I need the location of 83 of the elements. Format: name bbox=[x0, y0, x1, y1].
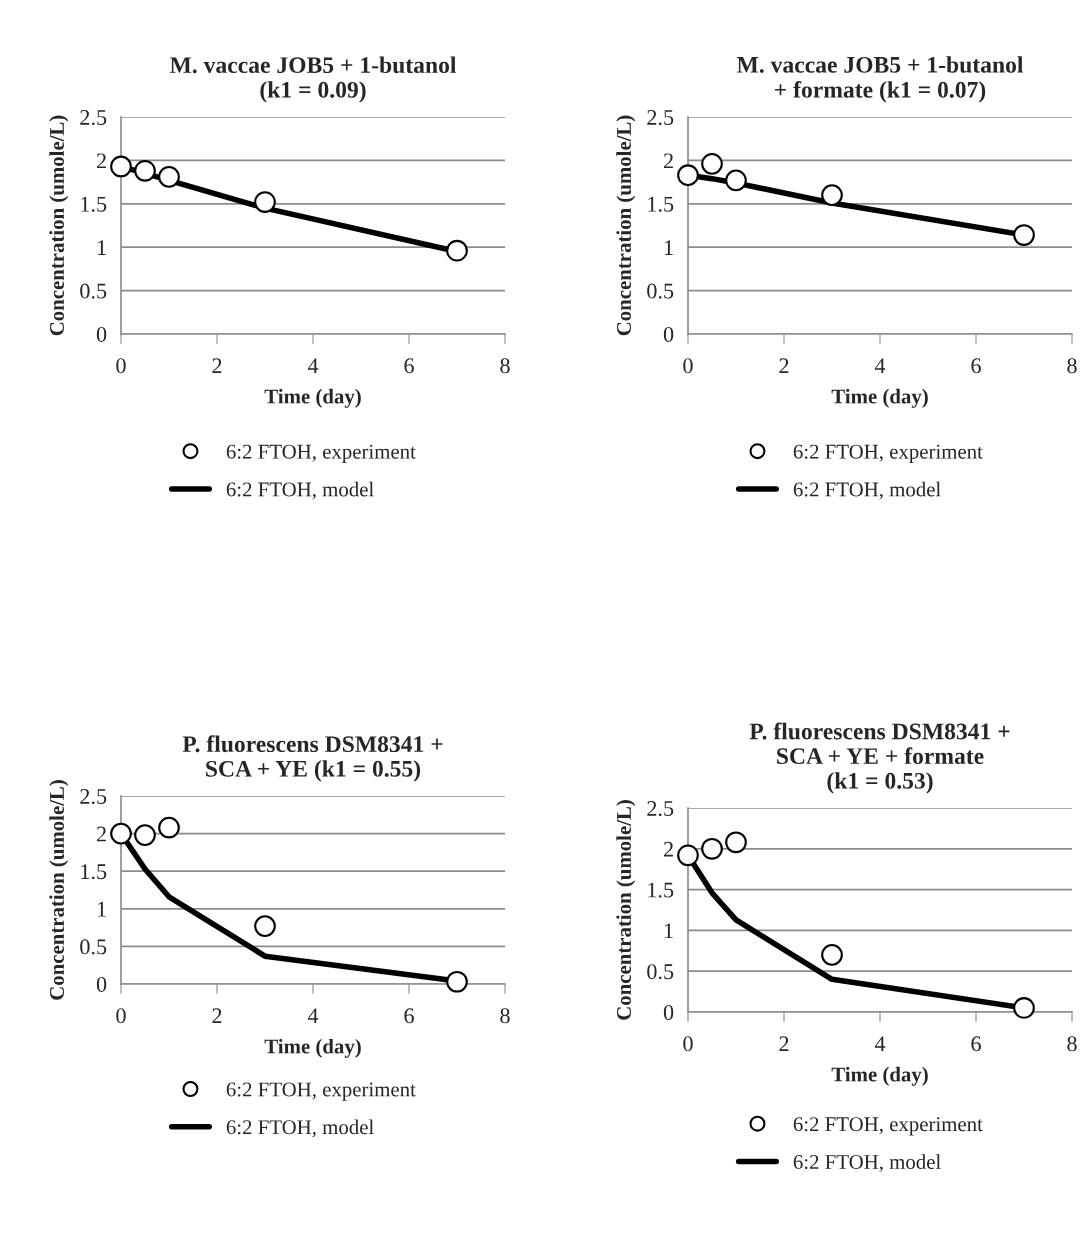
point bbox=[134, 159, 156, 182]
x-tick-label: 6 bbox=[404, 1008, 414, 1024]
point bbox=[1013, 224, 1035, 246]
y-tick-label: 1.5 bbox=[648, 882, 674, 898]
y-axis-title: Concentration (umole/L) bbox=[616, 800, 636, 1020]
y-tick-label: 0.5 bbox=[647, 964, 674, 980]
y-axis-title: Concentration (umole/L) bbox=[49, 115, 69, 336]
x-tick-label: 0 bbox=[116, 1008, 126, 1024]
x-tick-label: 8 bbox=[1067, 358, 1077, 374]
y-tick-label: 2.5 bbox=[647, 109, 674, 126]
point bbox=[446, 970, 468, 993]
y-tick-label: 2.5 bbox=[647, 800, 674, 817]
x-axis-title: Time (day) bbox=[264, 388, 361, 408]
x-tick-label: 8 bbox=[1067, 1036, 1077, 1052]
x-tick-label: 8 bbox=[500, 358, 510, 374]
x-tick-label: 2 bbox=[212, 1008, 222, 1024]
y-tick-label: 2.5 bbox=[80, 109, 107, 126]
point bbox=[677, 844, 699, 867]
y-tick-label: 0 bbox=[96, 976, 107, 992]
y-tick-label: 1.5 bbox=[648, 196, 674, 212]
y-tick-label: 1 bbox=[664, 240, 673, 255]
x-tick-label: 4 bbox=[307, 358, 319, 374]
x-axis-title: Time (day) bbox=[831, 1066, 928, 1086]
y-axis-title: Concentration (umole/L) bbox=[616, 115, 636, 336]
y-tick-label: 1.5 bbox=[81, 196, 107, 212]
point bbox=[254, 191, 276, 213]
point bbox=[725, 831, 747, 854]
chart-title: P. fluorescens DSM8341 + SCA + YE + formate (k1 = 0.53) bbox=[749, 722, 1010, 794]
point bbox=[158, 166, 180, 188]
x-tick-label: 6 bbox=[971, 358, 981, 374]
x-axis-title: Time (day) bbox=[264, 1038, 361, 1058]
legend-label: 6:2 FTOH, model bbox=[226, 1119, 374, 1138]
point bbox=[1013, 997, 1035, 1019]
x-tick-label: 4 bbox=[307, 1008, 319, 1024]
x-tick-label: 0 bbox=[683, 358, 693, 374]
legend-label: 6:2 FTOH, experiment bbox=[226, 444, 416, 463]
y-tick-label: 2 bbox=[663, 153, 673, 169]
legend-label: 6:2 FTOH, experiment bbox=[793, 1117, 983, 1136]
chart-title: P. fluorescens DSM8341 + SCA + YE (k1 = 0.55) bbox=[182, 735, 443, 782]
point bbox=[821, 944, 843, 966]
x-tick-label: 2 bbox=[779, 358, 789, 374]
y-tick-label: 2 bbox=[96, 826, 106, 842]
y-tick-label: 2 bbox=[96, 153, 106, 169]
y-tick-label: 0.5 bbox=[80, 283, 107, 299]
point bbox=[677, 164, 699, 187]
x-tick-label: 6 bbox=[404, 358, 414, 374]
point bbox=[110, 155, 132, 178]
y-tick-label: 0.5 bbox=[647, 283, 674, 299]
legend-label: 6:2 FTOH, experiment bbox=[226, 1082, 416, 1101]
x-tick-label: 4 bbox=[874, 1036, 886, 1052]
chart-title: M. vaccae JOB5 + 1-butanol (k1 = 0.09) bbox=[169, 56, 457, 103]
y-tick-label: 1.5 bbox=[81, 864, 107, 880]
point bbox=[110, 822, 132, 845]
legend-label: 6:2 FTOH, model bbox=[793, 481, 941, 500]
y-tick-label: 2.5 bbox=[80, 788, 107, 805]
y-tick-label: 1 bbox=[664, 923, 673, 939]
point bbox=[254, 915, 276, 937]
chart-title: M. vaccae JOB5 + 1-butanol + formate (k1 = 0.07) bbox=[736, 56, 1024, 103]
legend-label: 6:2 FTOH, experiment bbox=[793, 444, 983, 463]
legend-label: 6:2 FTOH, model bbox=[793, 1154, 941, 1172]
point bbox=[821, 184, 843, 206]
y-tick-label: 1 bbox=[97, 240, 106, 255]
x-tick-label: 6 bbox=[971, 1036, 981, 1052]
x-tick-label: 2 bbox=[212, 358, 222, 374]
legend-label: 6:2 FTOH, model bbox=[226, 481, 374, 500]
x-axis-title: Time (day) bbox=[831, 388, 928, 408]
x-tick-label: 8 bbox=[500, 1008, 510, 1024]
x-tick-label: 0 bbox=[116, 358, 126, 374]
x-tick-label: 0 bbox=[683, 1036, 693, 1052]
y-tick-label: 1 bbox=[97, 901, 106, 917]
point bbox=[725, 169, 747, 192]
y-tick-label: 0 bbox=[663, 326, 674, 342]
point bbox=[158, 816, 180, 839]
y-tick-label: 0.5 bbox=[80, 939, 107, 955]
point bbox=[446, 239, 468, 262]
x-tick-label: 4 bbox=[874, 358, 886, 374]
y-axis-title: Concentration (umole/L) bbox=[49, 780, 69, 1000]
point bbox=[134, 824, 156, 846]
y-tick-label: 0 bbox=[96, 326, 107, 342]
point bbox=[701, 837, 723, 860]
y-tick-label: 2 bbox=[663, 841, 673, 857]
x-tick-label: 2 bbox=[779, 1036, 789, 1052]
point bbox=[701, 153, 723, 175]
